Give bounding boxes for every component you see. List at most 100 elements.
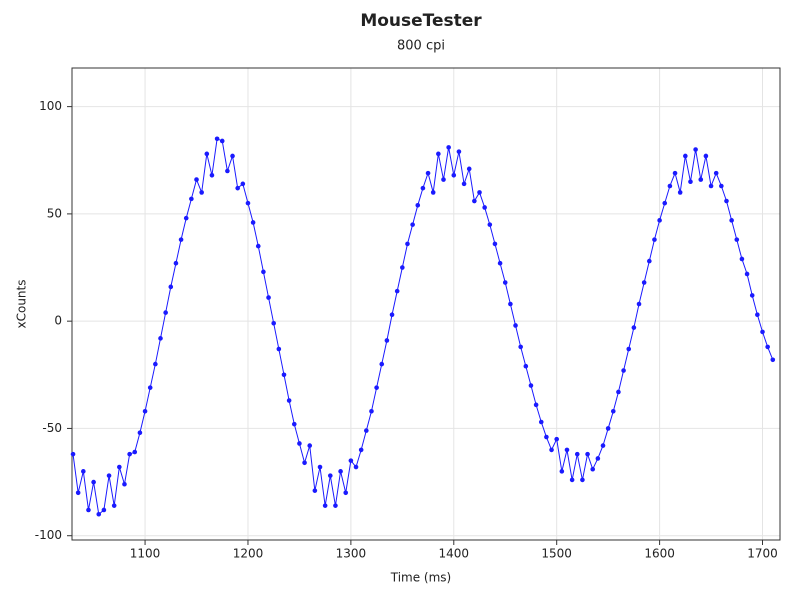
data-point	[322, 503, 328, 508]
data-point	[760, 329, 765, 335]
data-point	[338, 469, 343, 474]
data-point	[168, 284, 174, 290]
data-point	[523, 363, 529, 369]
data-point	[379, 361, 385, 367]
data-point	[317, 464, 323, 470]
data-point	[739, 256, 745, 262]
data-point	[400, 265, 405, 270]
data-point	[559, 469, 565, 474]
data-point	[662, 200, 668, 206]
x-tick-label: 1300	[336, 547, 367, 561]
data-point	[204, 151, 210, 157]
data-point	[209, 172, 215, 178]
data-point	[173, 260, 179, 266]
data-point	[533, 402, 539, 408]
x-tick-label: 1100	[130, 547, 161, 561]
data-point	[420, 185, 426, 191]
data-point	[585, 451, 590, 457]
data-point	[688, 179, 693, 185]
data-point	[410, 222, 415, 227]
data-point	[286, 398, 292, 403]
y-tick-label: 0	[54, 314, 62, 328]
data-point	[621, 368, 626, 373]
data-point	[353, 464, 359, 470]
data-point	[616, 389, 621, 395]
data-point	[430, 190, 436, 195]
data-point	[358, 447, 364, 453]
data-point	[250, 220, 256, 225]
data-point	[518, 344, 523, 350]
data-point	[327, 473, 333, 478]
data-point	[189, 196, 194, 202]
data-point	[122, 481, 127, 487]
data-point	[652, 237, 657, 242]
data-point	[770, 357, 776, 363]
data-point	[183, 215, 189, 221]
data-point	[348, 458, 354, 463]
data-point	[641, 280, 647, 285]
data-point	[384, 338, 390, 343]
data-point	[569, 477, 575, 483]
data-point	[693, 147, 698, 152]
data-point	[297, 441, 302, 446]
data-point	[199, 190, 204, 195]
data-point	[194, 177, 199, 182]
data-point	[425, 170, 431, 176]
data-point	[101, 507, 107, 513]
data-point	[683, 153, 688, 159]
data-point	[564, 447, 570, 453]
data-point	[240, 181, 246, 187]
y-tick-label: -50	[42, 421, 62, 435]
data-point	[492, 241, 498, 247]
data-point	[291, 421, 297, 427]
x-tick-label: 1600	[644, 547, 675, 561]
data-point	[513, 323, 518, 328]
data-point	[672, 170, 678, 176]
data-point	[369, 408, 374, 414]
data-point	[214, 136, 220, 142]
data-point	[708, 183, 714, 189]
data-point	[405, 241, 410, 247]
x-tick-label: 1200	[233, 547, 264, 561]
data-point	[235, 185, 240, 191]
data-point	[765, 344, 770, 350]
data-point	[647, 258, 652, 264]
data-point	[436, 151, 441, 157]
data-point	[75, 490, 81, 496]
data-point	[744, 271, 750, 277]
data-point	[70, 451, 76, 457]
data-point	[255, 243, 261, 249]
data-point	[302, 460, 307, 466]
data-point	[86, 507, 91, 513]
data-point	[631, 325, 637, 330]
data-point	[374, 385, 379, 390]
data-point	[111, 503, 117, 508]
data-point	[219, 138, 225, 144]
data-point	[451, 172, 457, 178]
data-point	[281, 372, 287, 378]
data-point	[472, 198, 477, 204]
data-point	[549, 447, 554, 453]
y-tick-label: 50	[47, 206, 62, 220]
data-point	[698, 177, 704, 182]
data-point	[415, 203, 421, 208]
data-point	[538, 419, 544, 425]
data-point	[574, 451, 580, 457]
data-point	[595, 456, 601, 461]
data-point	[703, 153, 709, 159]
data-point	[749, 293, 755, 298]
data-point	[482, 205, 487, 210]
data-point	[729, 218, 734, 223]
data-point	[605, 426, 611, 431]
data-point	[677, 190, 683, 195]
data-point	[667, 183, 673, 189]
data-point	[81, 469, 86, 474]
data-point	[91, 479, 96, 485]
data-point	[636, 301, 642, 307]
x-tick-label: 1500	[541, 547, 572, 561]
data-point	[487, 222, 493, 227]
data-point	[441, 177, 446, 182]
